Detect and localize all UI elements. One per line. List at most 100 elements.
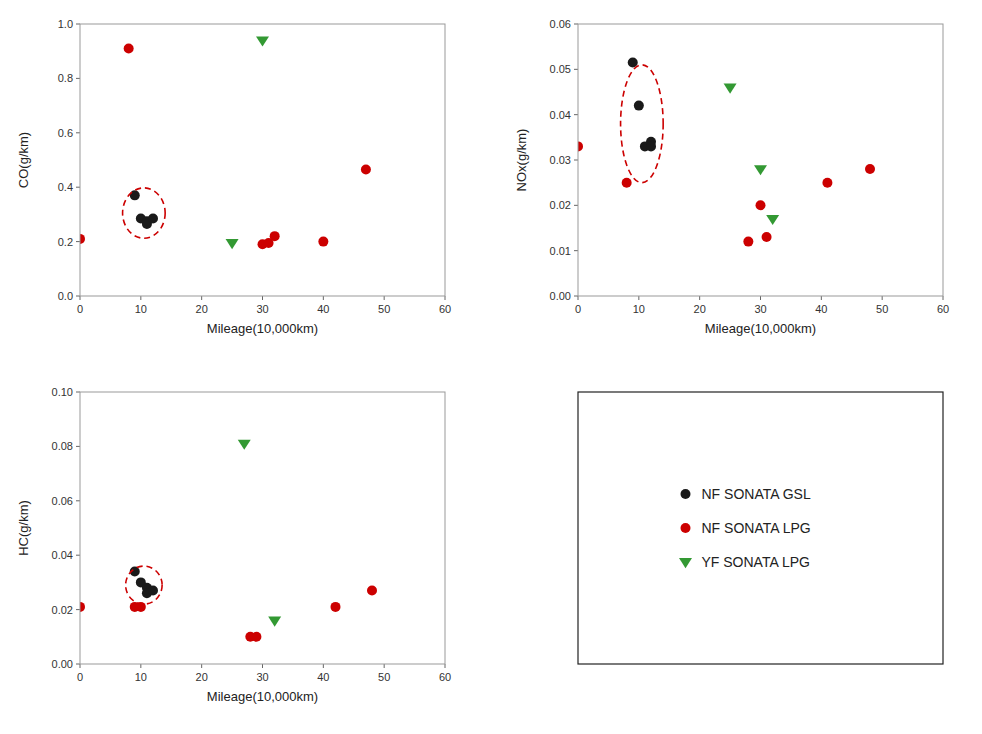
- y-tick: [76, 241, 80, 242]
- point: [331, 602, 341, 612]
- subplot: 01020304050600.000.020.040.060.080.10Mil…: [16, 386, 451, 704]
- point: [268, 617, 281, 627]
- x-tick: [80, 296, 81, 300]
- y-tick-label: 0.06: [52, 495, 73, 507]
- y-tick-label: 0.04: [52, 549, 73, 561]
- y-tick-label: 0.10: [52, 386, 73, 398]
- x-tick-label: 40: [815, 303, 827, 315]
- y-tick-label: 0.06: [550, 18, 571, 30]
- point: [724, 84, 737, 94]
- point: [367, 586, 377, 596]
- y-tick: [76, 187, 80, 188]
- y-tick: [574, 296, 578, 297]
- legend-label: YF SONATA LPG: [702, 554, 810, 570]
- point: [578, 141, 583, 151]
- x-tick-label: 0: [77, 671, 83, 683]
- legend-frame: [578, 392, 943, 664]
- x-tick: [578, 296, 579, 300]
- x-tick-label: 30: [256, 671, 268, 683]
- series: [238, 440, 281, 627]
- y-tick-label: 0.02: [52, 604, 73, 616]
- y-tick-label: 0.01: [550, 245, 571, 257]
- x-axis-label: Mileage(10,000km): [207, 321, 318, 336]
- point: [766, 215, 779, 225]
- x-tick-label: 50: [876, 303, 888, 315]
- point: [80, 234, 85, 244]
- legend-symbol: [679, 558, 692, 568]
- y-tick-label: 0.00: [550, 290, 571, 302]
- series: [80, 586, 377, 642]
- series: [130, 190, 158, 229]
- x-tick: [943, 296, 944, 300]
- x-tick-label: 60: [439, 303, 451, 315]
- x-tick-label: 30: [256, 303, 268, 315]
- x-tick-label: 0: [77, 303, 83, 315]
- x-tick: [821, 296, 822, 300]
- y-tick-label: 0.03: [550, 154, 571, 166]
- y-tick: [76, 664, 80, 665]
- plot-area: [80, 440, 377, 642]
- point: [256, 36, 269, 46]
- legend-symbol: [681, 489, 691, 499]
- y-tick-label: 0.6: [58, 127, 73, 139]
- plot-area: [80, 36, 371, 249]
- subplot: 01020304050600.000.010.020.030.040.050.0…: [514, 18, 949, 336]
- x-tick: [699, 296, 700, 300]
- x-tick: [760, 296, 761, 300]
- y-tick-label: 0.0: [58, 290, 73, 302]
- y-tick: [76, 500, 80, 501]
- highlight-ellipse: [126, 566, 163, 604]
- y-axis-label: CO(g/km): [16, 132, 31, 188]
- x-tick: [140, 296, 141, 300]
- x-tick: [384, 664, 385, 668]
- plot-frame: [80, 392, 445, 664]
- point: [148, 586, 158, 596]
- x-tick: [80, 664, 81, 668]
- series: [226, 36, 269, 249]
- x-tick: [638, 296, 639, 300]
- x-tick-label: 20: [196, 303, 208, 315]
- x-tick: [323, 296, 324, 300]
- x-axis-label: Mileage(10,000km): [705, 321, 816, 336]
- x-tick-label: 50: [378, 671, 390, 683]
- x-tick: [445, 296, 446, 300]
- highlight-ellipse: [621, 65, 664, 183]
- point: [634, 101, 644, 111]
- y-tick: [76, 132, 80, 133]
- highlight-ellipse: [123, 188, 166, 238]
- x-tick: [140, 664, 141, 668]
- point: [124, 43, 134, 53]
- plot-frame: [578, 24, 943, 296]
- x-tick: [262, 664, 263, 668]
- y-tick: [76, 296, 80, 297]
- y-tick: [574, 69, 578, 70]
- point: [270, 231, 280, 241]
- point: [865, 164, 875, 174]
- plot-background: [578, 24, 943, 296]
- point: [622, 178, 632, 188]
- y-tick: [574, 114, 578, 115]
- y-tick: [76, 609, 80, 610]
- x-tick: [882, 296, 883, 300]
- x-tick-label: 20: [694, 303, 706, 315]
- y-tick-label: 0.08: [52, 440, 73, 452]
- plot-frame: [80, 24, 445, 296]
- series: [724, 84, 780, 226]
- x-tick-label: 40: [317, 303, 329, 315]
- y-tick-label: 0.02: [550, 199, 571, 211]
- x-tick-label: 20: [196, 671, 208, 683]
- x-tick: [262, 296, 263, 300]
- x-tick: [201, 296, 202, 300]
- point: [646, 141, 656, 151]
- x-tick: [384, 296, 385, 300]
- y-tick-label: 0.2: [58, 236, 73, 248]
- y-tick-label: 1.0: [58, 18, 73, 30]
- legend: NF SONATA GSLNF SONATA LPGYF SONATA LPG: [578, 392, 943, 664]
- x-tick-label: 30: [754, 303, 766, 315]
- y-tick: [76, 78, 80, 79]
- x-tick-label: 60: [937, 303, 949, 315]
- point: [754, 165, 767, 175]
- y-tick: [574, 24, 578, 25]
- y-tick: [76, 555, 80, 556]
- figure: 01020304050600.00.20.40.60.81.0Mileage(1…: [0, 0, 982, 734]
